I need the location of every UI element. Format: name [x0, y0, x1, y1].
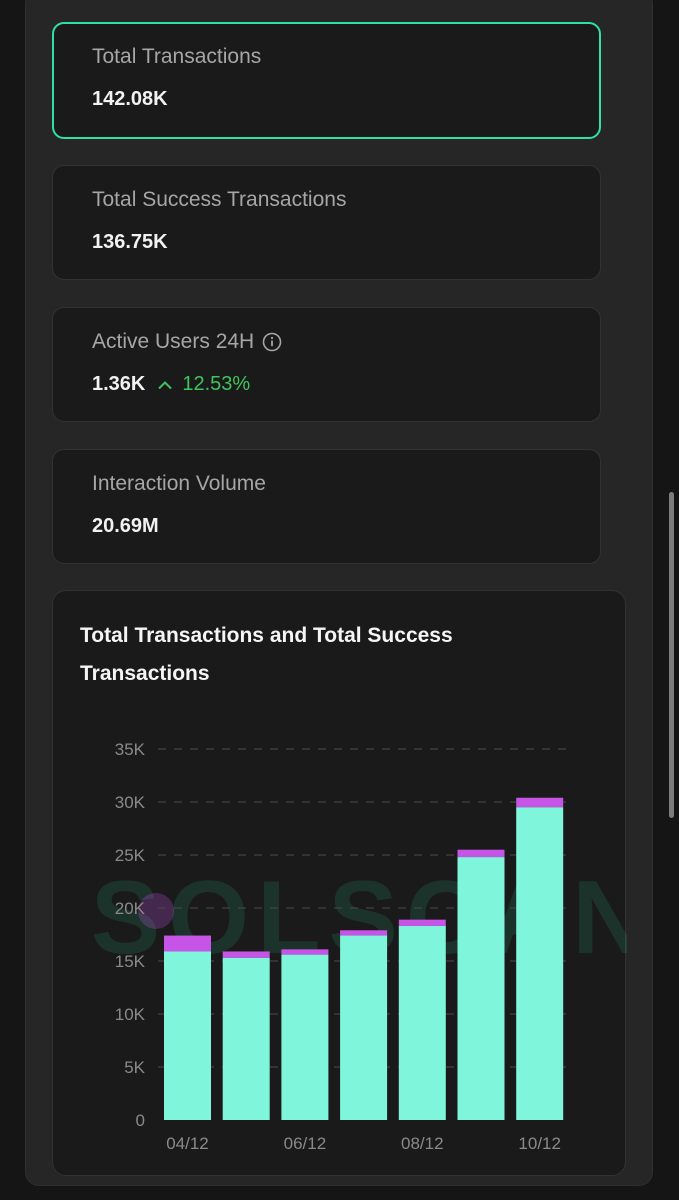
active-users-value: 1.36K — [92, 373, 146, 395]
total-success-transactions-card[interactable]: Total Success Transactions 136.75K — [52, 165, 601, 280]
active-users-change-value: 12.53% — [182, 373, 251, 395]
y-tick-label: 30K — [115, 793, 146, 812]
chevron-up-icon — [158, 380, 173, 389]
active-users-card[interactable]: Active Users 24H 1.36K 12.53% — [52, 307, 601, 422]
bar-success — [164, 951, 211, 1120]
interaction-volume-value: 20.69M — [92, 515, 159, 537]
scrollbar[interactable] — [669, 492, 674, 818]
bar-failed — [281, 949, 329, 955]
y-tick-label: 10K — [115, 1005, 146, 1024]
bar-success — [516, 807, 564, 1120]
active-users-label: Active Users 24H — [92, 330, 255, 353]
total-success-transactions-label: Total Success Transactions — [92, 188, 347, 211]
interaction-volume-card[interactable]: Interaction Volume 20.69M — [52, 449, 601, 564]
y-tick-label: 0 — [136, 1111, 145, 1130]
x-tick-label: 04/12 — [166, 1134, 209, 1153]
bar-success — [281, 954, 329, 1120]
transactions-chart-card: Total Transactions and Total Success Tra… — [52, 590, 627, 1176]
bar-failed — [222, 951, 270, 958]
bar-failed — [398, 919, 446, 927]
y-tick-label: 25K — [115, 846, 146, 865]
active-users-value-row: 1.36K 12.53% — [92, 373, 250, 396]
y-tick-label: 35K — [115, 740, 146, 759]
total-success-transactions-value: 136.75K — [92, 231, 168, 253]
bar-failed — [340, 930, 388, 936]
y-tick-label: 15K — [115, 952, 146, 971]
bar-success — [222, 957, 270, 1120]
total-transactions-card[interactable]: Total Transactions 142.08K — [52, 22, 601, 139]
x-tick-label: 10/12 — [518, 1134, 561, 1153]
interaction-volume-label: Interaction Volume — [92, 472, 266, 495]
y-tick-label: 20K — [115, 899, 146, 918]
bar-failed — [516, 797, 564, 808]
active-users-label-row: Active Users 24H — [92, 330, 282, 354]
x-tick-label: 06/12 — [284, 1134, 327, 1153]
info-circle-icon[interactable] — [262, 332, 282, 352]
total-transactions-value: 142.08K — [92, 88, 168, 110]
bar-failed — [164, 935, 211, 952]
bar-failed — [457, 849, 505, 858]
chart-title: Total Transactions and Total Success Tra… — [80, 624, 453, 685]
y-tick-label: 5K — [124, 1058, 145, 1077]
bar-success — [340, 935, 388, 1120]
bar-success — [398, 926, 446, 1120]
watermark-dot — [138, 893, 174, 929]
bar-success — [457, 857, 505, 1120]
total-transactions-label: Total Transactions — [92, 45, 262, 68]
active-users-change: 12.53% — [157, 373, 250, 396]
x-tick-label: 08/12 — [401, 1134, 444, 1153]
